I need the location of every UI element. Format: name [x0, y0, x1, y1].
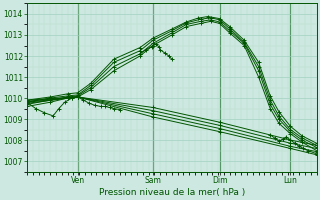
- X-axis label: Pression niveau de la mer( hPa ): Pression niveau de la mer( hPa ): [99, 188, 245, 197]
